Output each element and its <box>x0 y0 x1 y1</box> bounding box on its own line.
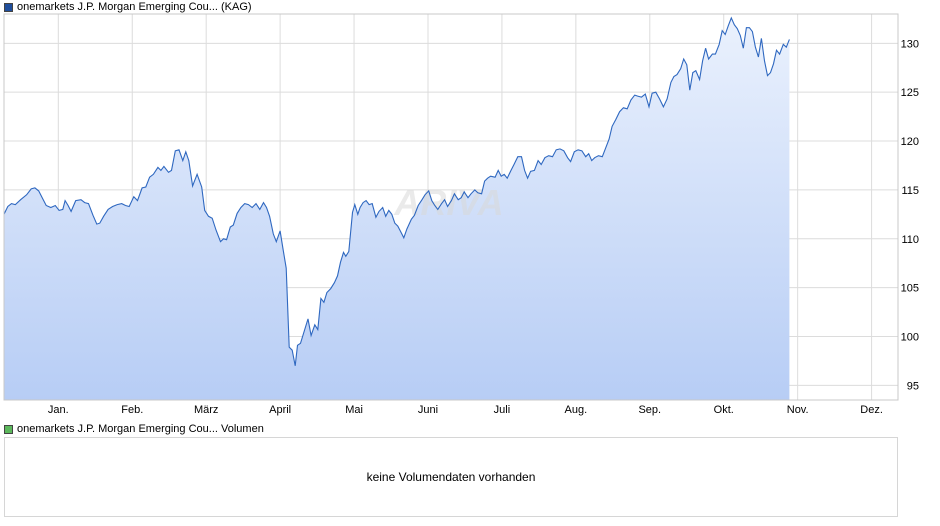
volume-legend-swatch <box>4 424 13 434</box>
x-tick-label: Aug. <box>565 404 588 416</box>
x-tick-label: Juni <box>418 404 438 416</box>
volume-legend: onemarkets J.P. Morgan Emerging Cou... V… <box>4 422 264 436</box>
x-tick-label: Nov. <box>787 404 809 416</box>
volume-legend-label: onemarkets J.P. Morgan Emerging Cou... V… <box>17 423 264 435</box>
y-tick-label: 120 <box>901 136 919 148</box>
y-tick-label: 95 <box>907 380 919 392</box>
price-chart[interactable]: ARIVA Jan. Feb. März April Mai Juni Juli Aug. Se… <box>0 0 940 420</box>
volume-panel: keine Volumendaten vorhanden <box>4 437 898 517</box>
y-tick-label: 105 <box>901 283 919 295</box>
price-legend-label: onemarkets J.P. Morgan Emerging Cou... (… <box>17 1 252 13</box>
ariva-watermark: ARIVA <box>393 182 503 223</box>
x-tick-label: Feb. <box>121 404 143 416</box>
x-tick-label: März <box>194 404 218 416</box>
x-tick-label: Dez. <box>860 404 883 416</box>
price-line <box>3 16 790 366</box>
y-tick-label: 125 <box>901 87 919 99</box>
x-tick-label: Jan. <box>48 404 69 416</box>
x-tick-label: April <box>269 404 291 416</box>
y-tick-label: 130 <box>901 38 919 50</box>
x-tick-label: Sep. <box>638 404 661 416</box>
plot-frame <box>3 13 899 401</box>
x-axis-labels: Jan. Feb. März April Mai Juni Juli Aug. Sep. Okt.… <box>48 404 883 416</box>
y-axis-labels: 95 100 105 110 115 120 125 130 <box>901 38 919 392</box>
price-area-fill <box>4 17 790 401</box>
y-tick-label: 110 <box>901 234 919 246</box>
y-tick-label: 100 <box>901 331 919 343</box>
price-legend: onemarkets J.P. Morgan Emerging Cou... (… <box>4 0 252 14</box>
x-tick-label: Mai <box>345 404 363 416</box>
no-volume-message: keine Volumendaten vorhanden <box>366 470 536 484</box>
price-legend-swatch <box>4 2 13 12</box>
x-tick-label: Okt. <box>714 404 734 416</box>
x-tick-label: Juli <box>494 404 511 416</box>
y-tick-label: 115 <box>901 185 919 197</box>
